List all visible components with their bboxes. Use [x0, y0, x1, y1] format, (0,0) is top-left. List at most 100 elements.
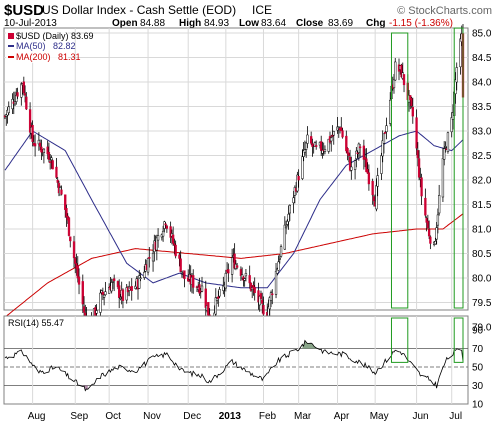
price-bar — [417, 158, 421, 178]
price-y-tick-label: 81.0 — [472, 225, 492, 236]
rsi-x-tick-label: Jun — [413, 411, 429, 422]
price-bar — [146, 258, 150, 273]
price-bar — [345, 135, 348, 152]
price-bar — [244, 273, 248, 277]
rsi-x-tick-label: Aug — [28, 411, 46, 422]
price-bar — [278, 258, 281, 260]
price-bar — [200, 285, 204, 292]
price-y-tick-label: 85.0 — [472, 29, 492, 40]
price-bar — [258, 296, 261, 306]
legend-ma50-value: 82.82 — [53, 41, 76, 51]
price-bar — [355, 150, 358, 160]
price-bar — [443, 148, 446, 160]
legend-swatch-price — [8, 33, 14, 39]
chg-value: -1.15 (-1.36%) — [389, 18, 453, 29]
price-bar — [77, 276, 81, 285]
price-bar — [107, 287, 111, 294]
price-bar — [101, 291, 105, 295]
rsi-x-tick-label: Jul — [449, 411, 462, 422]
price-bar — [438, 195, 441, 214]
price-bar — [217, 296, 220, 299]
price-y-tick-label: 83.5 — [472, 102, 492, 113]
price-bar — [306, 134, 309, 144]
price-bar — [441, 158, 445, 198]
price-bar — [121, 289, 125, 301]
price-bar — [227, 269, 230, 274]
rsi-y-tick-label: 90 — [472, 326, 484, 337]
price-bar — [261, 299, 264, 304]
open-label: Open — [112, 18, 138, 29]
price-bar — [218, 289, 221, 297]
highlight-boxes — [390, 27, 464, 309]
rsi-y-tick-label: 10 — [472, 400, 484, 411]
price-bar — [178, 254, 181, 259]
price-bar — [215, 298, 219, 301]
rsi-y-axis: 90 70 50 30 10 — [472, 326, 484, 411]
price-bar — [72, 241, 76, 259]
price-y-axis: 85.0 84.5 84.0 83.5 83.0 82.5 82.0 81.5 81.0 80.5… — [472, 29, 492, 334]
price-bar — [372, 196, 376, 202]
price-bar — [415, 117, 418, 149]
price-bar — [411, 106, 414, 117]
price-bar — [271, 293, 274, 296]
price-bar — [156, 235, 160, 241]
price-bar — [47, 152, 51, 160]
rsi-line — [4, 339, 464, 392]
rsi-series — [4, 339, 464, 392]
price-bar — [436, 214, 440, 226]
price-bar — [31, 124, 34, 142]
legend-ma200-value: 81.31 — [58, 52, 81, 62]
price-bar — [287, 213, 290, 222]
price-bar — [450, 117, 453, 133]
rsi-x-tick-label: May — [370, 411, 389, 422]
rsi-y-tick-label: 70 — [472, 344, 484, 355]
price-bar — [347, 152, 350, 157]
price-y-tick-label: 79.5 — [472, 298, 492, 309]
price-bar — [424, 197, 427, 216]
rsi-y-tick-label: 50 — [472, 363, 484, 374]
price-bar — [279, 246, 283, 257]
price-bar — [284, 226, 288, 229]
price-y-tick-label: 84.0 — [472, 78, 492, 89]
low-value: 83.64 — [261, 18, 286, 29]
price-bar — [50, 157, 53, 161]
price-bar — [151, 252, 155, 262]
price-bar — [371, 180, 374, 196]
price-bar — [56, 179, 59, 183]
rsi-highlight-boxes — [390, 317, 464, 363]
rsi-oversold-fill — [82, 385, 88, 391]
exchange-label: ICE — [252, 3, 272, 17]
low-label: Low — [239, 18, 259, 29]
price-bar — [113, 278, 116, 282]
rsi-x-tick-label: 2013 — [219, 411, 242, 422]
price-bar — [330, 137, 333, 142]
price-bar — [455, 67, 458, 83]
price-bar — [13, 101, 17, 105]
rsi-x-tick-label: Dec — [183, 411, 201, 422]
price-bar — [248, 275, 251, 284]
price-bar — [51, 160, 54, 170]
chg-label: Chg — [366, 18, 385, 29]
price-bar — [60, 189, 63, 195]
highlight-box — [453, 27, 464, 309]
price-bar — [353, 160, 357, 170]
symbol-title: $USD — [4, 2, 44, 19]
price-grid — [4, 28, 468, 328]
price-bar — [277, 261, 280, 271]
price-bar — [42, 148, 46, 153]
price-bar — [292, 197, 295, 204]
price-bar — [165, 225, 169, 229]
price-bar — [350, 166, 353, 171]
price-bar — [230, 257, 234, 275]
price-bar — [459, 38, 462, 68]
legend-background — [6, 30, 68, 63]
price-bar — [320, 141, 323, 151]
price-bar — [283, 224, 286, 250]
price-bar — [332, 131, 335, 136]
price-bar — [303, 149, 307, 153]
legend-ma200-name: MA(200) — [16, 52, 51, 62]
price-bar — [420, 177, 423, 197]
price-bar — [214, 297, 217, 315]
